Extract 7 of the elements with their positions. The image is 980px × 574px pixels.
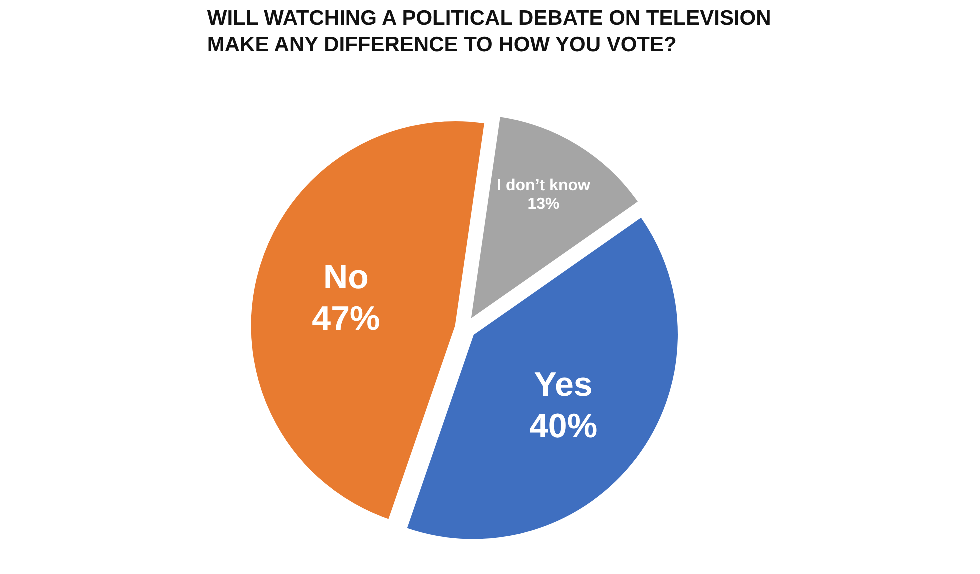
- slice-label: I don’t know: [497, 177, 591, 194]
- data-label: 47%: [312, 300, 380, 338]
- data-label: 13%: [528, 196, 560, 214]
- data-label: 40%: [530, 408, 598, 446]
- slice-label: Yes: [534, 366, 593, 404]
- slice-label: No: [324, 258, 369, 296]
- chart-title: WILL WATCHING A POLITICAL DEBATE ON TELEVISION MAKE ANY DIFFERENCE TO HOW YOU VOTE?: [207, 7, 772, 56]
